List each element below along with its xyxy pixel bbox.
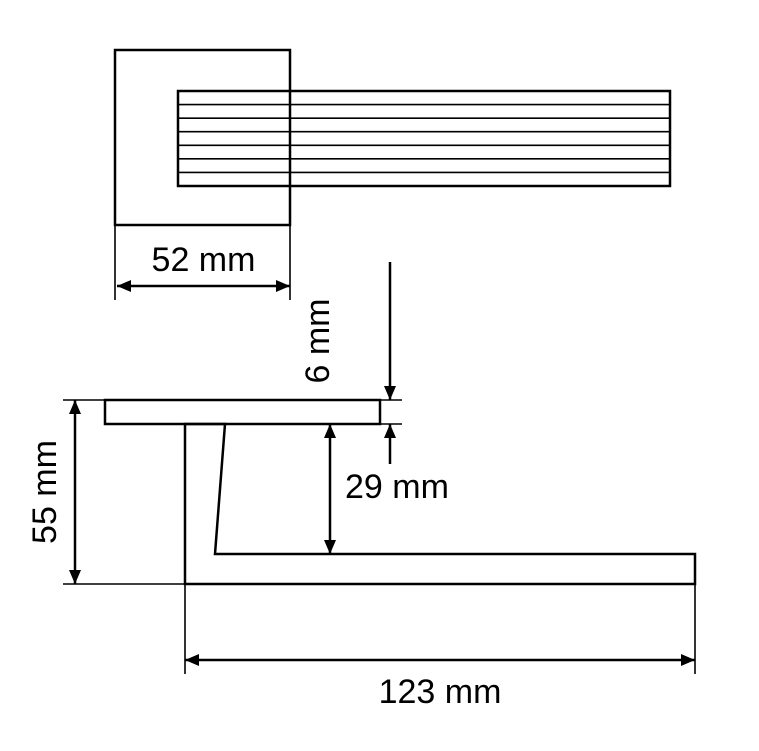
dim-6mm: 6 mm	[299, 299, 337, 384]
dim-123mm: 123 mm	[379, 673, 502, 711]
dim-55mm: 55 mm	[26, 440, 64, 544]
technical-drawing: 52 mm 6 mm 29 mm 55 mm 123 mm	[0, 0, 759, 751]
dim-52mm: 52 mm	[152, 241, 256, 279]
dim-29mm: 29 mm	[345, 468, 449, 506]
